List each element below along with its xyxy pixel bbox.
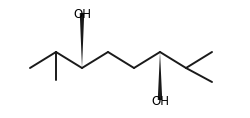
Text: OH: OH [73, 8, 91, 21]
Polygon shape [158, 52, 162, 100]
Text: OH: OH [151, 95, 169, 108]
Polygon shape [80, 13, 84, 68]
